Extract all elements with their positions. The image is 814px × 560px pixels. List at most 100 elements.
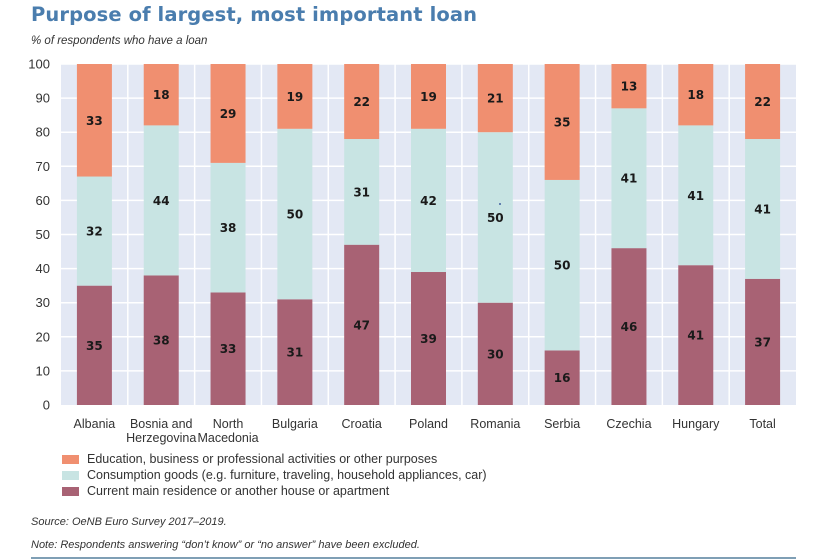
bar-segment-consumption — [611, 108, 647, 249]
bar-segment-education — [411, 64, 446, 129]
y-tick-label: 90 — [36, 91, 50, 106]
bar-segment-residence — [678, 265, 714, 405]
value-label-education: 13 — [621, 80, 638, 94]
value-label-education: 29 — [220, 107, 237, 121]
value-label-consumption: 41 — [687, 189, 704, 203]
value-label-education: 22 — [754, 95, 771, 109]
bar-segment-consumption — [210, 162, 246, 293]
y-tick-label: 100 — [28, 57, 50, 72]
note-text: Note: Respondents answering “don’t know”… — [31, 539, 420, 551]
bars — [76, 64, 781, 405]
bar-segment-education — [745, 64, 781, 140]
value-label-education: 22 — [353, 95, 370, 109]
x-tick-label: Bosnia and Herzegovina — [126, 417, 196, 445]
bar-segment-consumption — [411, 128, 446, 273]
bar-segment-education — [611, 64, 647, 109]
bar-segment-residence — [76, 285, 112, 405]
value-label-consumption: 50 — [287, 208, 304, 222]
value-label-education: 18 — [687, 88, 704, 102]
value-label-residence: 16 — [554, 371, 571, 385]
legend-label-education: Education, business or professional acti… — [87, 452, 438, 466]
y-tick-label: 20 — [36, 329, 50, 344]
chart-subtitle: % of respondents who have a loan — [31, 35, 208, 47]
value-label-residence: 41 — [687, 329, 704, 343]
bar-segment-residence — [745, 278, 781, 405]
value-labels: 35 32 33 38 44 18 33 38 29 31 50 19 47 31 22 39 42 19 30 50… — [86, 80, 771, 386]
bar-segment-residence — [210, 292, 246, 405]
x-tick-label: Croatia — [342, 417, 382, 431]
y-tick-label: 60 — [36, 193, 50, 208]
x-tick-label: Albania — [74, 417, 116, 431]
value-label-consumption: 31 — [353, 185, 370, 199]
value-label-consumption: 44 — [153, 194, 170, 208]
bar-segment-education — [76, 64, 112, 177]
y-tick-label: 30 — [36, 295, 50, 310]
bar-segment-consumption — [76, 176, 112, 286]
value-label-education: 19 — [420, 90, 437, 104]
legend-item-education: Education, business or professional acti… — [62, 451, 487, 467]
x-tick-label: Romania — [470, 417, 520, 431]
value-label-education: 35 — [554, 115, 571, 129]
legend-item-residence: Current main residence or another house … — [62, 483, 487, 499]
legend-item-consumption: Consumption goods (e.g. furniture, trave… — [62, 467, 487, 483]
value-label-consumption: 50 — [487, 211, 504, 225]
x-tick-label: Czechia — [606, 417, 651, 431]
bar-segment-consumption — [277, 128, 313, 300]
value-label-consumption: 41 — [621, 172, 638, 186]
bar-segment-education — [344, 64, 380, 140]
bar-segment-education — [678, 64, 714, 126]
value-label-residence: 38 — [153, 334, 170, 348]
x-tick-label: Hungary — [672, 417, 720, 431]
y-tick-label: 10 — [36, 363, 50, 378]
x-tick-label: North Macedonia — [197, 417, 258, 445]
bar-segment-residence — [344, 244, 380, 405]
y-tick-label: 0 — [43, 398, 50, 413]
bar-segment-education — [544, 64, 580, 180]
y-tick-label: 70 — [36, 159, 50, 174]
chart-title: Purpose of largest, most important loan — [31, 3, 478, 26]
bar-segment-education — [277, 64, 313, 129]
value-label-residence: 39 — [420, 332, 437, 346]
bar-segment-consumption — [678, 125, 714, 266]
bar-segment-residence — [411, 272, 446, 405]
bar-segment-education — [477, 64, 513, 133]
bar-segment-residence — [611, 248, 647, 405]
stacked-bar-chart: 0 10 20 30 40 50 60 70 80 90 100 35 32 33 38 44 18 33 38 2… — [28, 57, 796, 445]
value-label-education: 19 — [287, 90, 304, 104]
x-tick-label: Poland — [409, 417, 448, 431]
bar-segment-residence — [143, 275, 179, 405]
x-tick-label: Total — [749, 417, 775, 431]
bar-segment-education — [143, 64, 179, 126]
legend-label-consumption: Consumption goods (e.g. furniture, trave… — [87, 468, 487, 482]
value-label-residence: 46 — [621, 320, 638, 334]
value-label-residence: 33 — [220, 342, 237, 356]
value-label-consumption: 38 — [220, 221, 237, 235]
legend-swatch-consumption — [62, 470, 79, 480]
value-label-education: 21 — [487, 92, 504, 106]
bar-segment-consumption — [143, 125, 179, 276]
value-label-consumption: 50 — [554, 259, 571, 273]
value-label-residence: 30 — [487, 347, 504, 361]
value-label-residence: 37 — [754, 335, 771, 349]
x-tick-label: Serbia — [544, 417, 580, 431]
legend: Education, business or professional acti… — [62, 451, 487, 499]
y-axis-ticks: 0 10 20 30 40 50 60 70 80 90 100 — [28, 57, 50, 413]
bar-segment-residence — [277, 299, 313, 405]
value-label-education: 18 — [153, 88, 170, 102]
value-label-consumption: 32 — [86, 225, 103, 239]
legend-label-residence: Current main residence or another house … — [87, 484, 390, 498]
bar-segment-consumption — [477, 132, 513, 303]
value-label-residence: 47 — [353, 318, 370, 332]
bar-segment-consumption — [544, 179, 580, 351]
value-label-residence: 35 — [86, 339, 103, 353]
value-label-consumption: 42 — [420, 194, 437, 208]
bottom-rule — [31, 557, 796, 559]
legend-swatch-education — [62, 454, 79, 464]
stray-dot-artifact — [499, 203, 501, 205]
bar-segment-residence — [477, 302, 513, 405]
value-label-residence: 31 — [287, 346, 304, 360]
y-tick-label: 50 — [36, 227, 50, 242]
legend-swatch-residence — [62, 486, 79, 496]
bar-segment-education — [210, 64, 246, 163]
